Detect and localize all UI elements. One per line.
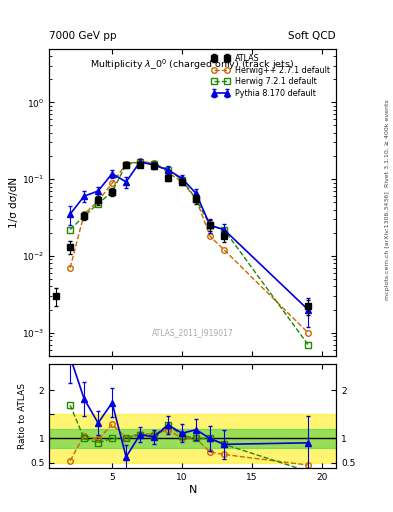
Herwig++ 2.7.1 default [110, 180, 114, 186]
Text: mcplots.cern.ch [arXiv:1306.3436]: mcplots.cern.ch [arXiv:1306.3436] [385, 191, 389, 300]
Text: Soft QCD: Soft QCD [288, 31, 336, 41]
Herwig 7.2.1 default [306, 342, 310, 348]
Herwig++ 2.7.1 default [124, 161, 129, 167]
Text: ATLAS_2011_I919017: ATLAS_2011_I919017 [152, 328, 233, 337]
Herwig 7.2.1 default [208, 222, 213, 228]
Herwig 7.2.1 default [110, 189, 114, 195]
Herwig 7.2.1 default [68, 226, 72, 232]
Text: Rivet 3.1.10, ≥ 400k events: Rivet 3.1.10, ≥ 400k events [385, 99, 389, 187]
Text: 7000 GeV pp: 7000 GeV pp [49, 31, 117, 41]
Herwig++ 2.7.1 default [180, 179, 184, 185]
Herwig 7.2.1 default [222, 226, 226, 232]
X-axis label: N: N [188, 485, 197, 495]
Bar [49, 429, 336, 448]
Legend: ATLAS, Herwig++ 2.7.1 default, Herwig 7.2.1 default, Pythia 8.170 default: ATLAS, Herwig++ 2.7.1 default, Herwig 7.… [208, 51, 334, 101]
Herwig++ 2.7.1 default [82, 211, 86, 217]
Herwig++ 2.7.1 default [152, 160, 156, 166]
Herwig 7.2.1 default [138, 159, 142, 165]
Text: Multiplicity $\lambda\_0^0$ (charged only) (track jets): Multiplicity $\lambda\_0^0$ (charged onl… [90, 58, 295, 73]
Bar [49, 414, 336, 463]
Herwig 7.2.1 default [194, 196, 198, 202]
Herwig++ 2.7.1 default [208, 233, 213, 240]
Herwig 7.2.1 default [82, 213, 86, 219]
Herwig 7.2.1 default [180, 177, 184, 183]
Herwig++ 2.7.1 default [306, 330, 310, 336]
Herwig 7.2.1 default [152, 161, 156, 167]
Herwig++ 2.7.1 default [194, 196, 198, 202]
Herwig++ 2.7.1 default [96, 198, 101, 204]
Herwig++ 2.7.1 default [222, 247, 226, 253]
Y-axis label: 1/σ dσ/dN: 1/σ dσ/dN [9, 177, 19, 228]
Line: Herwig++ 2.7.1 default: Herwig++ 2.7.1 default [67, 159, 311, 335]
Herwig++ 2.7.1 default [68, 265, 72, 271]
Line: Herwig 7.2.1 default: Herwig 7.2.1 default [67, 159, 311, 348]
Herwig 7.2.1 default [96, 201, 101, 207]
Herwig 7.2.1 default [166, 167, 171, 173]
Y-axis label: Ratio to ATLAS: Ratio to ATLAS [18, 383, 27, 449]
Herwig++ 2.7.1 default [166, 169, 171, 176]
Herwig++ 2.7.1 default [138, 158, 142, 164]
Herwig 7.2.1 default [124, 161, 129, 167]
